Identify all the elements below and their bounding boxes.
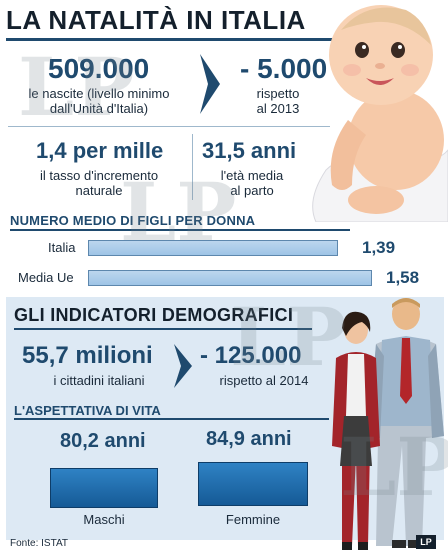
figli-section-title: NUMERO MEDIO DI FIGLI PER DONNA — [10, 213, 256, 228]
births-desc-line1: le nascite (livello minimo — [28, 86, 170, 101]
population-change-desc: rispetto al 2014 — [219, 373, 309, 388]
women-label: Femmine — [225, 512, 281, 527]
bar-value-media-ue: 1,58 — [386, 268, 420, 287]
population-value: 55,7 milioni — [22, 342, 153, 369]
life-expectancy-title: L'ASPETTATIVA DI VITA — [14, 403, 161, 418]
couple-illustration — [332, 298, 444, 550]
watermark-logo: LP — [340, 420, 448, 514]
births-value: 509.000 — [48, 53, 150, 84]
population-desc: i cittadini italiani — [53, 373, 145, 388]
life-expectancy-divider — [14, 418, 329, 420]
men-label: Maschi — [83, 512, 125, 527]
baby-illustration — [312, 5, 448, 222]
row-divider — [8, 126, 330, 127]
chevron-right-icon — [200, 54, 220, 114]
age-line1: l'età media — [220, 168, 284, 183]
chevron-right-icon — [174, 344, 192, 388]
population-change-value: - 125.000 — [200, 342, 302, 369]
growth-line2: naturale — [75, 183, 123, 198]
bar-value-italia: 1,39 — [362, 238, 396, 257]
growth-value: 1,4 per mille — [36, 138, 164, 163]
title-divider — [6, 38, 354, 41]
bar-label-media-ue: Media Ue — [18, 270, 74, 285]
brand-logo: LP — [416, 535, 436, 549]
women-value: 84,9 anni — [206, 428, 292, 450]
watermark-logo: LP — [120, 165, 237, 259]
bar-media-ue — [88, 270, 372, 286]
men-value: 80,2 anni — [60, 430, 146, 452]
watermark-logo: LP — [18, 40, 135, 134]
women-bar — [198, 462, 308, 506]
age-value: 31,5 anni — [202, 138, 297, 163]
births-change-line2: al 2013 — [256, 101, 300, 116]
men-bar — [50, 468, 158, 508]
births-desc-line2: dall'Unità d'Italia) — [49, 101, 149, 116]
growth-line1: il tasso d'incremento — [39, 168, 159, 183]
demographics-title: GLI INDICATORI DEMOGRAFICI — [14, 305, 294, 325]
bar-italia — [88, 240, 338, 256]
age-line2: al parto — [230, 183, 274, 198]
column-divider — [192, 134, 193, 200]
births-change-line1: rispetto — [256, 86, 300, 101]
page-title: LA NATALITÀ IN ITALIA — [6, 5, 306, 35]
source-note: Fonte: ISTAT — [10, 538, 68, 549]
demographics-divider — [14, 328, 312, 330]
figli-divider — [10, 229, 350, 231]
bar-label-italia: Italia — [48, 240, 76, 255]
births-change-value: - 5.000 — [240, 53, 328, 84]
watermark-logo: LP — [230, 290, 347, 384]
